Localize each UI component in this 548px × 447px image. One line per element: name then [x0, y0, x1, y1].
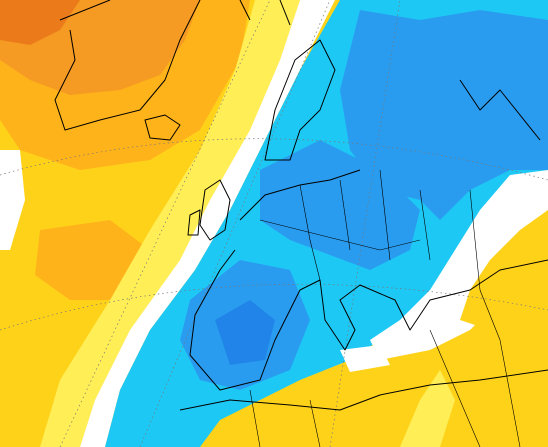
coastline-north [239, 0, 541, 141]
graticule [0, 283, 548, 331]
white-patch [0, 150, 25, 250]
dark-orange-patch [0, 0, 80, 45]
coastline-britain [187, 179, 231, 241]
blue-region [340, 10, 548, 220]
pale-yellow-band [40, 0, 300, 447]
pale-yellow-region [400, 370, 455, 447]
coastline-africa [179, 369, 548, 411]
coastline-iceland [144, 114, 181, 141]
graticule [329, 0, 401, 447]
coastline-scandinavia [264, 39, 336, 161]
white-region [370, 170, 548, 360]
deep-blue-region [215, 300, 275, 365]
white-patch [340, 345, 390, 372]
graticule [0, 138, 548, 181]
graticule [59, 0, 271, 447]
orange-yellow-patch [35, 220, 150, 300]
country-borders [249, 169, 521, 447]
coastline-greenland [54, 0, 201, 131]
white-band [80, 0, 335, 447]
